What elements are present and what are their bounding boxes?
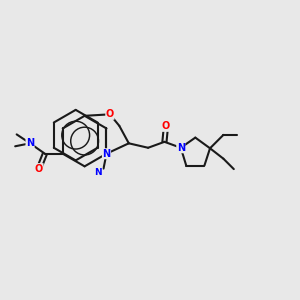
Text: O: O <box>35 164 43 174</box>
Text: O: O <box>162 122 170 131</box>
Text: N: N <box>26 138 34 148</box>
Text: N: N <box>102 149 111 159</box>
Text: N: N <box>177 143 185 153</box>
Text: N: N <box>94 168 102 177</box>
Text: O: O <box>106 109 114 119</box>
